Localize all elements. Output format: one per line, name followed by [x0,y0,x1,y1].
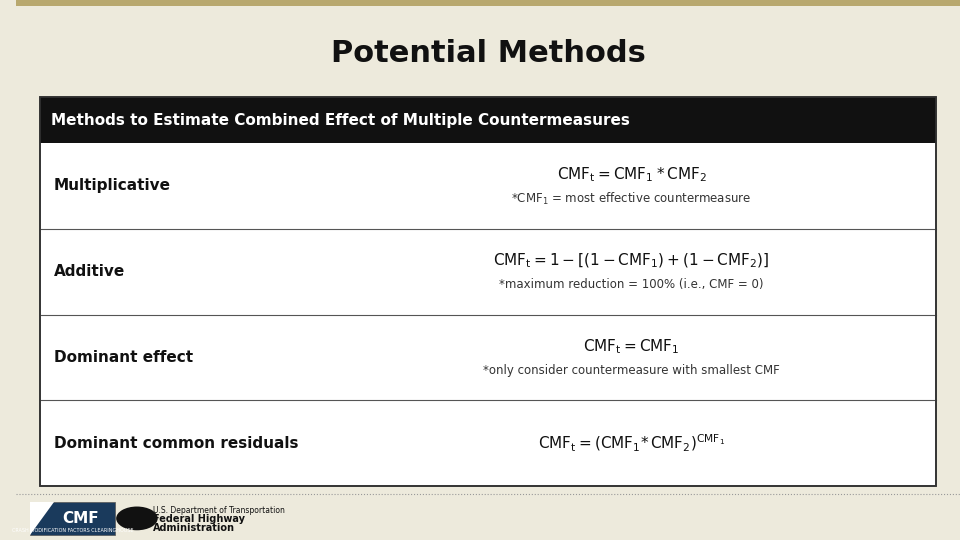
Polygon shape [31,502,54,535]
Text: Dominant common residuals: Dominant common residuals [54,436,299,451]
Bar [39,97,936,486]
Text: Potential Methods: Potential Methods [330,39,645,69]
Text: Additive: Additive [54,264,125,279]
Text: CRASH MODIFICATION FACTORS CLEARINGHOUSE: CRASH MODIFICATION FACTORS CLEARINGHOUSE [12,528,133,533]
Text: *maximum reduction = 100% (i.e., CMF = 0): *maximum reduction = 100% (i.e., CMF = 0… [499,278,764,291]
Text: Dominant effect: Dominant effect [54,350,193,365]
Text: *only consider countermeasure with smallest CMF: *only consider countermeasure with small… [483,364,780,377]
Bar [39,97,936,143]
Text: $\mathrm{CMF_t = 1 - [(1 - CMF_1) + (1 - CMF_2)]}$: $\mathrm{CMF_t = 1 - [(1 - CMF_1) + (1 -… [493,251,770,270]
Text: Methods to Estimate Combined Effect of Multiple Countermeasures: Methods to Estimate Combined Effect of M… [51,113,630,127]
Text: *CMF$_1$ = most effective countermeasure: *CMF$_1$ = most effective countermeasure [512,191,752,207]
Text: Multiplicative: Multiplicative [54,178,171,193]
Text: Administration: Administration [153,523,235,533]
Bar [39,97,936,486]
Text: U.S. Department of Transportation: U.S. Department of Transportation [153,506,285,515]
Text: $\mathrm{CMF_t = CMF_1}$: $\mathrm{CMF_t = CMF_1}$ [584,337,680,356]
Circle shape [116,507,157,530]
Bar [31,502,115,535]
Text: CMF: CMF [62,511,99,526]
Text: $\mathrm{CMF_t = CMF_1 * CMF_2}$: $\mathrm{CMF_t = CMF_1 * CMF_2}$ [557,165,707,184]
Text: $\mathrm{CMF_t = (CMF_1{*}\, CMF_2)^{CMF_1}}$: $\mathrm{CMF_t = (CMF_1{*}\, CMF_2)^{CMF… [538,433,725,454]
Bar [16,0,960,6]
Text: Federal Highway: Federal Highway [153,515,245,524]
